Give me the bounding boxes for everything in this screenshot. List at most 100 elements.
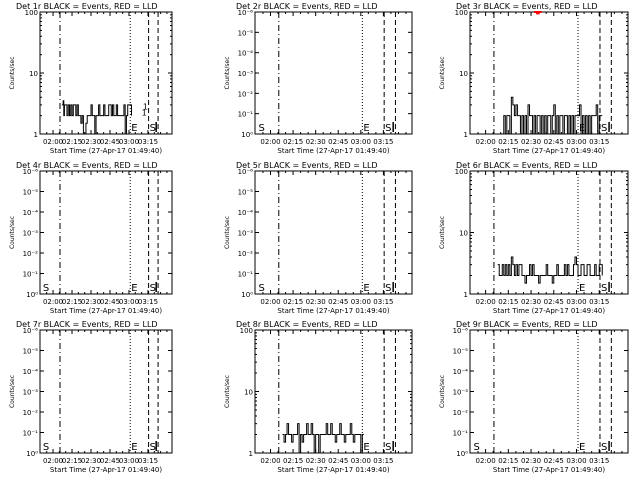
marker-letter: S (258, 283, 264, 294)
y-tick-label: 10⁻⁶ (238, 168, 254, 176)
y-tick-label: 10⁻² (453, 409, 469, 417)
y-tick-label: 10⁰ (26, 291, 38, 299)
x-tick-label: 02:30 (81, 457, 101, 465)
x-tick-label: 03:15 (589, 298, 609, 306)
x-axis-label: Start Time (27-Apr-17 01:49:40) (277, 147, 389, 155)
y-tick-label: 100 (455, 9, 468, 17)
x-axis-label: Start Time (27-Apr-17 01:49:40) (50, 466, 162, 474)
x-tick-label: 03:15 (373, 457, 393, 465)
x-axis-label: Start Time (27-Apr-17 01:49:40) (277, 466, 389, 474)
x-tick-label: 02:45 (328, 298, 348, 306)
x-tick-label: 02:45 (544, 138, 564, 146)
marker-letter: E (579, 283, 585, 294)
x-tick-label: 02:15 (283, 298, 303, 306)
x-tick-label: 02:45 (328, 457, 348, 465)
y-tick-label: 10⁰ (241, 291, 253, 299)
y-tick-label: 10⁻⁵ (23, 189, 39, 197)
x-axis-label: Start Time (27-Apr-17 01:49:40) (493, 147, 605, 155)
x-tick-label: 03:00 (119, 298, 139, 306)
y-tick-label: 10⁻² (238, 250, 254, 258)
x-tick-label: 02:00 (260, 298, 280, 306)
x-tick-label: 02:00 (43, 457, 63, 465)
y-tick-label: 10⁻⁴ (453, 368, 469, 376)
overlay-label: 1 (143, 103, 148, 112)
x-tick-label: 02:30 (521, 457, 541, 465)
x-tick-label: 03:15 (589, 138, 609, 146)
x-tick-label: 02:15 (498, 457, 518, 465)
x-axis-label: Start Time (27-Apr-17 01:49:40) (50, 147, 162, 155)
x-tick-label: 02:45 (328, 138, 348, 146)
x-tick-label: 03:00 (351, 138, 371, 146)
x-tick-label: 02:30 (81, 298, 101, 306)
events-series-line (61, 100, 133, 135)
x-tick-label: 02:15 (498, 298, 518, 306)
y-tick-label: 100 (25, 9, 38, 17)
y-tick-label: 10⁻⁶ (238, 9, 254, 17)
y-tick-label: 1 (464, 131, 468, 139)
y-tick-label: 1 (249, 450, 253, 458)
marker-letter: S (258, 123, 264, 134)
x-tick-label: 03:15 (373, 138, 393, 146)
panel-title: Det 4r BLACK = Events, RED = LLD (16, 161, 158, 170)
x-tick-label: 02:00 (476, 298, 496, 306)
detector-panel-9: Det 9r BLACK = Events, RED = LLD Counts/s… (439, 320, 629, 474)
y-tick-label: 10⁻⁶ (23, 168, 39, 176)
x-tick-label: 02:15 (62, 298, 82, 306)
detector-panel-8: Det 8r BLACK = Events, RED = LLD Counts/s… (224, 320, 413, 474)
detector-panel-6: Det 6r BLACK = Events, RED = LLD Counts/s… (439, 161, 629, 315)
x-tick-label: 03:00 (119, 138, 139, 146)
detector-panel-1: Det 1r BLACK = Events, RED = LLD Counts/s… (9, 2, 173, 155)
y-tick-label: 10⁻³ (238, 230, 254, 238)
y-tick-label: 10 (29, 70, 38, 78)
marker-letter: S (601, 442, 607, 453)
x-tick-label: 02:15 (283, 138, 303, 146)
marker-letter: S (385, 283, 391, 294)
x-tick-label: 03:00 (351, 457, 371, 465)
x-tick-label: 02:30 (521, 138, 541, 146)
y-tick-label: 10⁻⁶ (23, 327, 39, 335)
x-tick-label: 02:00 (260, 457, 280, 465)
y-tick-label: 10 (459, 230, 468, 238)
x-tick-label: 02:00 (43, 298, 63, 306)
detector-panel-4: Det 4r BLACK = Events, RED = LLD Counts/s… (9, 161, 173, 315)
y-tick-label: 10⁻² (238, 90, 254, 98)
marker-letter: S (150, 442, 156, 453)
detector-panel-5: Det 5r BLACK = Events, RED = LLD Counts/s… (224, 161, 413, 315)
y-tick-label: 10⁻¹ (453, 430, 469, 438)
marker-letter: E (363, 123, 369, 134)
y-axis-label: Counts/sec (9, 375, 16, 408)
panel-title: Det 2r BLACK = Events, RED = LLD (236, 2, 378, 11)
x-tick-label: 02:30 (306, 138, 326, 146)
marker-letter: S (385, 442, 391, 453)
y-tick-label: 10⁻³ (23, 389, 39, 397)
x-tick-label: 02:15 (62, 138, 82, 146)
x-tick-label: 03:00 (566, 457, 586, 465)
x-tick-label: 02:30 (521, 298, 541, 306)
y-axis-label: Counts/sec (439, 56, 446, 89)
lld-series-line (534, 11, 542, 15)
panel-title: Det 8r BLACK = Events, RED = LLD (236, 320, 378, 329)
y-tick-label: 10⁻⁴ (238, 209, 254, 217)
overlay-label: 1 (142, 109, 147, 118)
panel-title: Det 5r BLACK = Events, RED = LLD (236, 161, 378, 170)
marker-letter: E (363, 283, 369, 294)
y-tick-label: 10⁻¹ (238, 271, 254, 279)
y-axis-label: Counts/sec (9, 216, 16, 249)
x-tick-label: 03:00 (566, 298, 586, 306)
x-tick-label: 02:45 (100, 457, 120, 465)
x-tick-label: 02:15 (283, 457, 303, 465)
panel-title: Det 6r BLACK = Events, RED = LLD (456, 161, 598, 170)
y-tick-label: 10⁻⁵ (238, 189, 254, 197)
x-tick-label: 02:30 (306, 457, 326, 465)
x-tick-label: 03:15 (589, 457, 609, 465)
x-tick-label: 03:15 (373, 298, 393, 306)
x-tick-label: 03:15 (138, 298, 158, 306)
x-tick-label: 03:00 (119, 457, 139, 465)
events-series-line (497, 256, 603, 284)
x-axis-label: Start Time (27-Apr-17 01:49:40) (493, 307, 605, 315)
detector-panel-3: Det 3r BLACK = Events, RED = LLD Counts/s… (439, 2, 629, 155)
y-tick-label: 10⁻² (23, 409, 39, 417)
marker-letter: S (43, 442, 49, 453)
panel-title: Det 7r BLACK = Events, RED = LLD (16, 320, 158, 329)
